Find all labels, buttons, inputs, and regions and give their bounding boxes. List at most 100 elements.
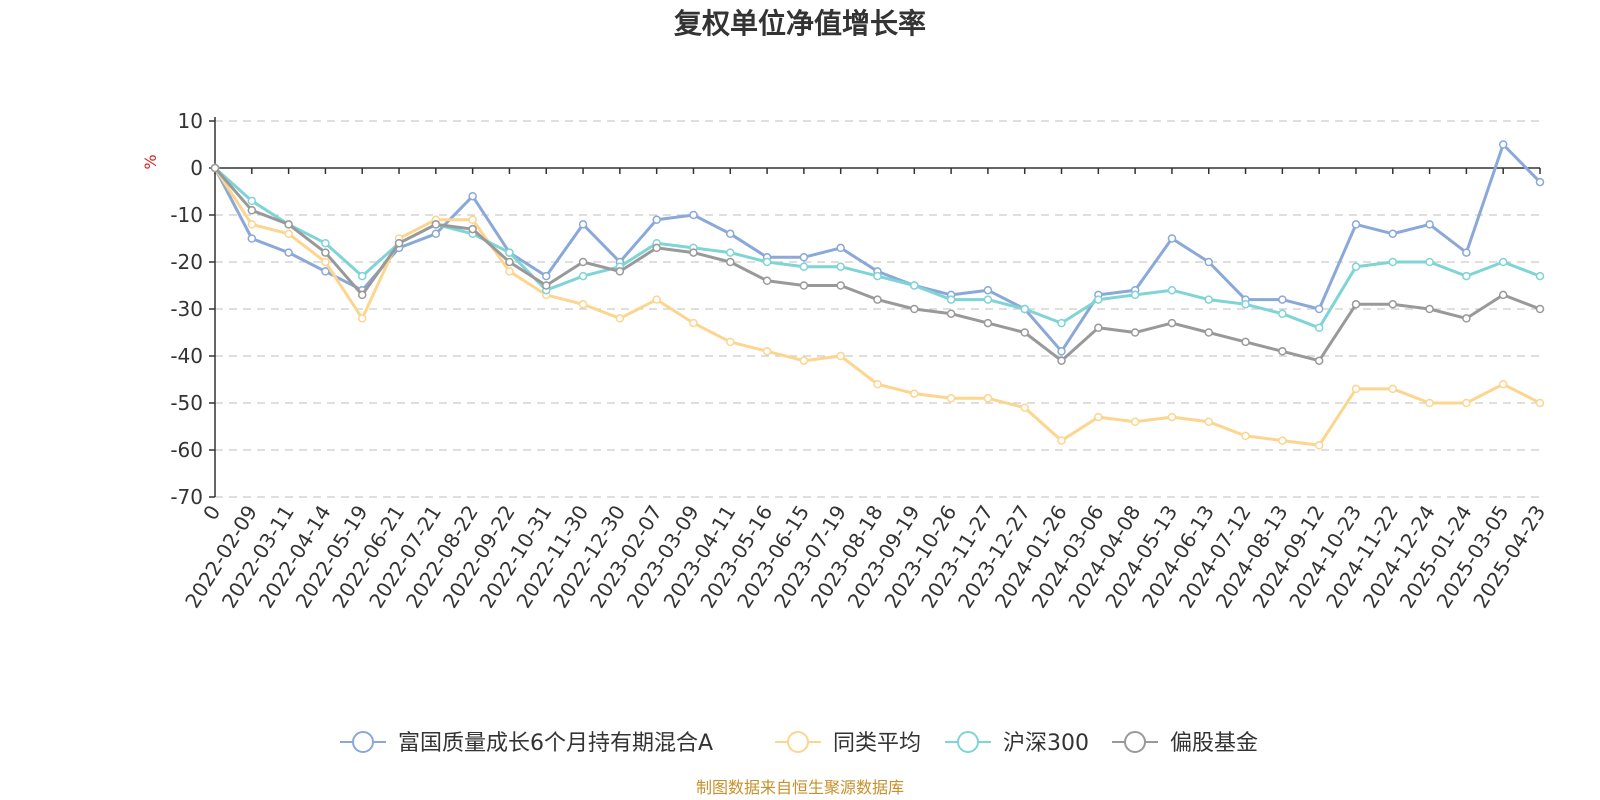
data-point xyxy=(836,351,845,361)
data-point xyxy=(578,220,588,229)
data-point xyxy=(210,163,220,173)
data-point xyxy=(689,318,698,328)
y-tick-label: -10 xyxy=(170,203,203,227)
data-point xyxy=(873,379,882,389)
legend-item[interactable]: 偏股基金 xyxy=(1112,731,1258,756)
data-point xyxy=(652,243,661,253)
data-point xyxy=(946,394,956,403)
data-point xyxy=(431,220,441,229)
data-point xyxy=(321,267,330,276)
data-point xyxy=(1167,234,1177,243)
data-point xyxy=(836,243,845,253)
data-point xyxy=(1388,229,1398,239)
data-point xyxy=(247,196,257,206)
data-point xyxy=(1535,271,1545,281)
legend-item[interactable]: 富国质量成长6个月持有期混合A xyxy=(340,731,713,756)
data-point xyxy=(1130,328,1140,337)
legend[interactable]: 富国质量成长6个月持有期混合A 同类平均 沪深300 偏股基金 xyxy=(340,731,1258,756)
data-point xyxy=(247,220,257,229)
y-tick-label: -70 xyxy=(170,485,203,509)
data-point xyxy=(1462,271,1471,281)
data-point xyxy=(1535,398,1545,408)
data-point xyxy=(983,394,993,403)
data-point xyxy=(1204,328,1213,337)
data-point xyxy=(652,215,661,224)
data-point xyxy=(1351,262,1361,271)
data-point xyxy=(1167,318,1177,328)
data-point xyxy=(836,281,845,290)
data-point xyxy=(1130,417,1140,427)
data-point xyxy=(1462,248,1471,257)
data-point xyxy=(1314,356,1324,365)
data-point xyxy=(946,295,956,304)
data-point xyxy=(726,229,735,239)
data-point xyxy=(1498,290,1508,300)
data-point xyxy=(1314,441,1324,450)
data-point xyxy=(946,309,956,318)
data-point xyxy=(542,271,551,281)
data-point xyxy=(321,257,330,267)
legend-marker xyxy=(352,731,374,753)
data-source-note: 制图数据来自恒生聚源数据库 xyxy=(696,778,904,797)
data-point xyxy=(615,314,625,323)
data-point xyxy=(357,314,367,323)
data-point xyxy=(284,229,293,239)
y-tick-label: -20 xyxy=(170,250,203,274)
data-point xyxy=(1314,323,1324,333)
y-tick-label: 10 xyxy=(178,109,203,133)
data-point xyxy=(1425,304,1434,314)
legend-label: 偏股基金 xyxy=(1170,731,1258,756)
data-point xyxy=(762,257,772,267)
y-tick-label: 0 xyxy=(190,156,203,180)
data-point xyxy=(284,220,293,229)
series-line xyxy=(210,140,1545,356)
chart-title: 复权单位净值增长率 xyxy=(674,7,926,40)
data-point xyxy=(1094,323,1103,333)
data-point xyxy=(357,271,367,281)
data-point xyxy=(505,257,514,267)
data-point xyxy=(1241,300,1250,309)
axes: 100-10-20-30-40-50-60-7002022-02-092022-… xyxy=(170,109,1550,612)
data-point xyxy=(1388,257,1398,267)
data-point xyxy=(1278,436,1287,445)
data-point xyxy=(1498,379,1508,389)
data-point xyxy=(1204,257,1213,267)
legend-marker xyxy=(957,731,979,753)
data-point xyxy=(468,191,477,201)
data-point xyxy=(762,276,772,286)
data-point xyxy=(1241,431,1250,441)
grid-lines xyxy=(215,120,1540,498)
series-path xyxy=(213,167,1541,363)
data-point xyxy=(983,318,993,328)
data-point xyxy=(578,271,588,281)
data-point xyxy=(1351,220,1361,229)
data-point xyxy=(1020,403,1029,412)
data-point xyxy=(615,267,625,276)
data-point xyxy=(762,347,772,356)
data-point xyxy=(1130,290,1140,300)
legend-label: 沪深300 xyxy=(1003,731,1089,756)
data-point xyxy=(726,257,735,267)
series-line xyxy=(210,163,1545,450)
legend-label: 同类平均 xyxy=(833,731,921,756)
series-line xyxy=(210,163,1545,365)
data-point xyxy=(1020,304,1029,314)
data-point xyxy=(321,248,330,257)
data-point xyxy=(726,337,735,347)
data-point xyxy=(247,206,257,215)
data-point xyxy=(468,224,477,234)
data-point xyxy=(1351,384,1361,394)
data-point xyxy=(321,238,330,248)
legend-item[interactable]: 沪深300 xyxy=(945,731,1089,756)
data-point xyxy=(1204,295,1213,304)
legend-item[interactable]: 同类平均 xyxy=(775,731,921,756)
legend-marker xyxy=(1124,731,1146,753)
data-point xyxy=(1462,314,1471,323)
data-point xyxy=(1314,304,1324,314)
series-path xyxy=(213,167,1541,447)
data-point xyxy=(1094,412,1103,422)
data-point xyxy=(799,253,809,262)
data-point xyxy=(689,210,698,220)
data-point xyxy=(1462,398,1471,408)
data-point xyxy=(1094,295,1103,304)
